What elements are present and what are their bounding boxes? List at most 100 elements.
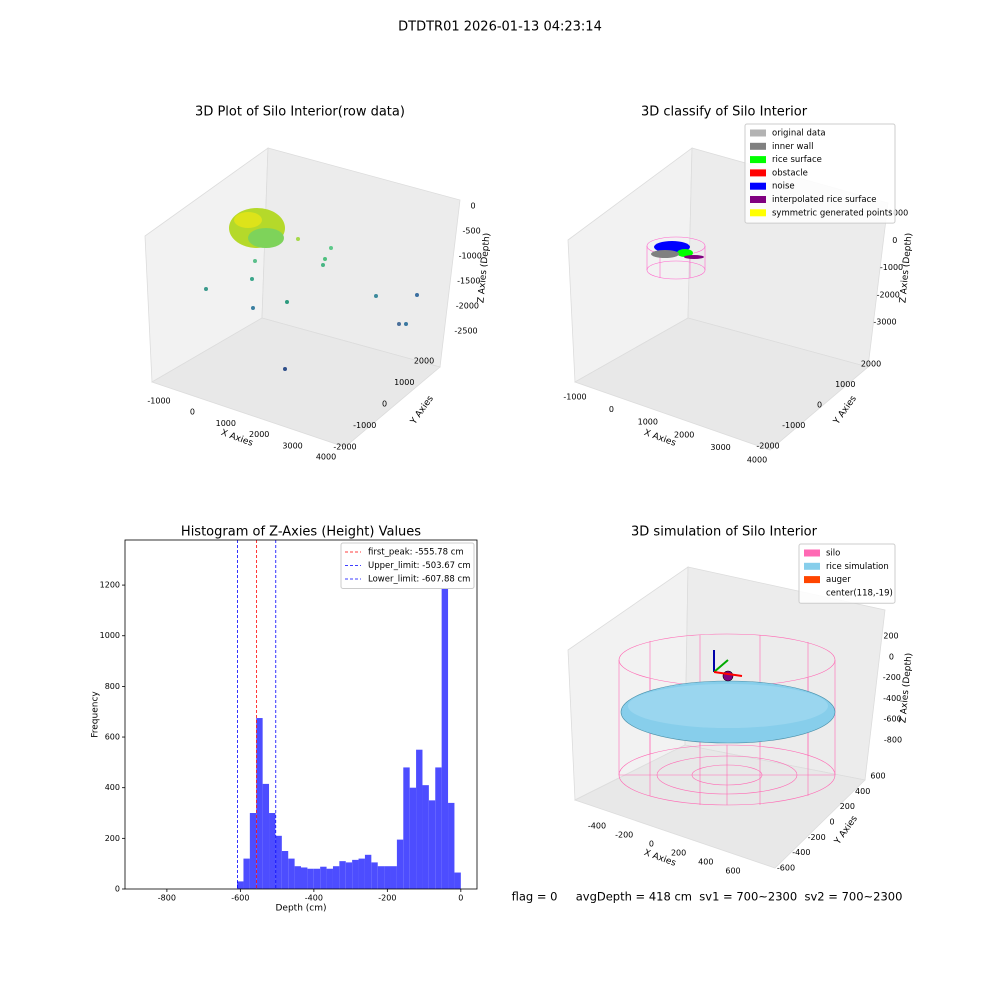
y-tick-label: -1000 — [782, 421, 805, 430]
bar — [237, 881, 244, 889]
bar — [262, 783, 270, 889]
z-tick-label: -2000 — [456, 302, 479, 311]
bar — [256, 718, 263, 889]
bar — [416, 749, 423, 889]
y-axis-label: Frequency — [91, 691, 101, 738]
legend-label: center(118,-19) — [826, 588, 893, 598]
legend-label: interpolated rice surface — [772, 195, 877, 205]
y-tick-label: -600 — [777, 864, 795, 873]
z-tick-label: -2500 — [454, 327, 477, 336]
x-tick-label: -400 — [305, 894, 323, 903]
chart-title: 3D classify of Silo Interior — [641, 105, 808, 120]
y-tick-label: 800 — [105, 682, 120, 691]
x-tick-label: 0 — [649, 840, 654, 849]
chart-title: 3D Plot of Silo Interior(row data) — [195, 105, 405, 120]
x-tick-label: 2000 — [249, 430, 269, 439]
legend-box — [798, 543, 896, 604]
legend-swatch — [750, 129, 766, 137]
bar — [345, 862, 353, 889]
bar — [281, 851, 289, 889]
legend-swatch — [750, 196, 766, 203]
chart-title: Histogram of Z-Axies (Height) Values — [181, 525, 421, 540]
y-tick-label: 1000 — [835, 380, 855, 389]
legend-swatch — [804, 549, 820, 557]
y-axis-label: Y Axies — [832, 814, 860, 847]
x-tick-label: -600 — [231, 894, 249, 903]
y-tick-label: 0 — [817, 401, 822, 410]
z-tick-label: -1500 — [457, 277, 480, 286]
y-tick-label: 0 — [382, 400, 387, 409]
bar — [364, 854, 372, 889]
bar — [288, 858, 295, 889]
y-tick-label: 400 — [105, 783, 120, 792]
bar — [320, 866, 327, 889]
y-tick-label: 1000 — [100, 631, 120, 640]
rice-simulation — [620, 650, 836, 744]
z-tick-label: -500 — [463, 227, 481, 236]
bar — [269, 813, 276, 889]
x-tick-label: 0 — [190, 408, 195, 417]
x-tick-label: 0 — [458, 894, 463, 903]
legend-swatch — [750, 169, 766, 177]
z-axis-label: Z Axies (Depth) — [898, 232, 914, 303]
legend-label: auger — [826, 575, 851, 585]
legend-swatch — [804, 562, 820, 570]
z-tick-label: -3000 — [873, 318, 896, 327]
y-tick-label: 1000 — [394, 378, 414, 387]
x-tick-label: 400 — [698, 858, 713, 867]
z-tick-label: 0 — [889, 652, 894, 661]
legend-box — [744, 123, 896, 224]
bar — [294, 866, 301, 889]
bar — [326, 868, 333, 889]
z-tick-label: -1000 — [459, 252, 482, 261]
suptitle: DTDTR01 2026-01-13 04:23:14 — [398, 20, 602, 35]
bar — [422, 785, 429, 889]
x-tick-label: 3000 — [282, 441, 302, 450]
bar — [428, 800, 436, 889]
y-tick-label: 200 — [105, 834, 120, 843]
legend-label: silo — [826, 549, 840, 559]
bar — [448, 802, 455, 889]
legend-label: symmetric generated points — [772, 208, 893, 218]
y-tick-label: 400 — [855, 787, 870, 796]
z-tick-label: 0 — [892, 236, 897, 245]
point-cloud — [204, 208, 419, 371]
x-tick-label: 2000 — [674, 430, 694, 439]
y-axis-label: Y Axies — [408, 394, 436, 427]
bar — [396, 839, 404, 889]
bar — [332, 866, 340, 889]
legend-swatch — [750, 156, 766, 164]
legend-swatch — [750, 142, 766, 150]
z-tick-label: 200 — [883, 632, 898, 641]
y-tick-label: -2000 — [333, 443, 356, 452]
bar — [307, 868, 314, 889]
z-tick-label: -600 — [884, 715, 902, 724]
bar — [243, 858, 250, 889]
x-tick-label: -200 — [378, 894, 396, 903]
y-tick-label: 0 — [829, 818, 834, 827]
x-tick-label: -1000 — [147, 397, 170, 406]
legend-label: noise — [772, 182, 795, 192]
x-tick-label: 200 — [671, 849, 686, 858]
legend-label: first_peak: -555.78 cm — [368, 548, 464, 558]
bar — [313, 868, 321, 889]
bar — [275, 835, 282, 889]
bar — [358, 858, 365, 889]
x-tick-label: -800 — [158, 894, 176, 903]
y-tick-label: 600 — [870, 772, 885, 781]
x-tick-label: -400 — [588, 822, 606, 831]
z-tick-label: -800 — [884, 736, 902, 745]
x-axis-label: X Axies — [642, 428, 677, 449]
y-tick-label: -200 — [808, 833, 826, 842]
z-axis-label: Z Axies (Depth) — [476, 232, 492, 303]
bar — [441, 557, 449, 889]
x-tick-label: 1000 — [638, 418, 658, 427]
y-tick-label: -2000 — [756, 442, 779, 451]
y-axis-label: Y Axies — [831, 394, 859, 427]
z-tick-label: -200 — [883, 673, 901, 682]
y-tick-label: -1000 — [353, 421, 376, 430]
x-tick-label: 1000 — [216, 419, 236, 428]
bar — [301, 867, 308, 889]
z-tick-label: -400 — [883, 694, 901, 703]
